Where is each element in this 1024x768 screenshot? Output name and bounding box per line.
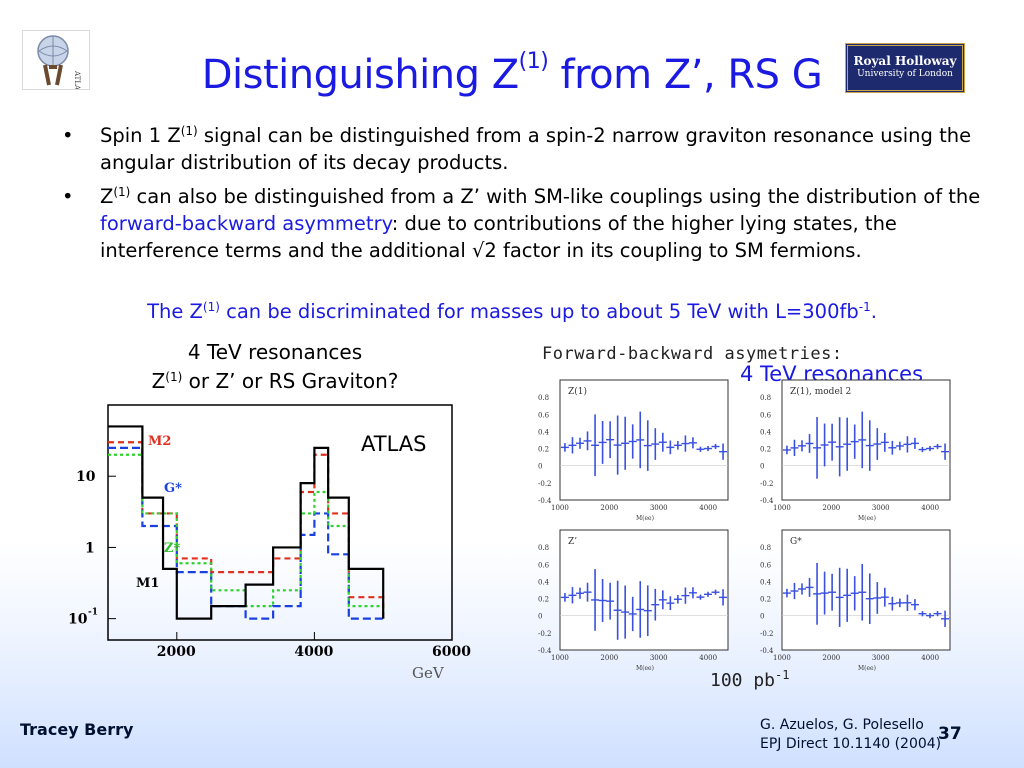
panel-x-tick: 4000 [699,654,717,662]
panel-y-tick: 0.6 [538,561,550,569]
panel-x-tick: 3000 [650,654,668,662]
bullet-item: • Spin 1 Z(1) signal can be distinguishe… [62,124,972,174]
footer-author: Tracey Berry [20,720,134,739]
panel-y-tick: 0.8 [538,394,549,402]
series-line-m2 [108,441,385,619]
panel-x-tick: 3000 [650,504,668,512]
series-line-gstar [108,446,384,620]
panel-y-tick: -0.4 [760,647,774,655]
panel-y-tick: 0.4 [538,578,550,586]
panel-x-label: M(ee) [636,515,654,522]
x-tick-label: 2000 [157,644,196,660]
panel-y-tick: 0 [538,613,542,621]
bullet-item: • Z(1) can also be distinguished from a … [62,185,981,262]
panel-x-tick: 4000 [921,654,939,662]
panel-y-tick: 0 [760,613,764,621]
slide-number: 37 [938,724,962,744]
panel-series-name: Z(1) [568,386,587,397]
legend-zstar: Z* [164,541,180,556]
bullet-list: • Spin 1 Z(1) signal can be distinguishe… [60,122,1010,271]
panel-y-tick: 0.8 [760,394,771,402]
y-tick-exponent: -1 [88,608,98,618]
bullet-dot-icon: • [62,124,74,147]
x-tick-label: 6000 [432,644,471,660]
panel-y-tick: -0.4 [538,647,552,655]
panel-x-tick: 3000 [872,504,890,512]
fb-asymmetry-highlight: forward-backward asymmetry [100,212,392,235]
footer-reference: G. Azuelos, G. Polesello EPJ Direct 10.1… [760,717,942,752]
panel-x-label: M(ee) [636,665,654,672]
panel-x-tick: 2000 [600,654,618,662]
legend-gstar: G* [164,481,182,496]
panel-y-tick: -0.2 [760,480,774,488]
panel-y-tick: 0.2 [760,596,771,604]
atlas-logo: ATLAS [22,30,90,95]
y-tick-label: 1 [85,540,95,556]
panel-y-tick: -0.4 [538,497,552,505]
panel-frame [559,529,729,651]
panel-x-tick: 2000 [822,504,840,512]
panel-y-tick: 0.6 [538,411,550,419]
panel-y-tick: -0.2 [538,480,552,488]
royal-holloway-logo: Royal Holloway University of London [845,43,965,93]
panel-x-tick: 1000 [773,654,791,662]
panel-y-tick: 0.8 [760,544,771,552]
slide-title: Distinguishing Z(1) from Z’, RS G [201,49,823,99]
panel-y-tick: 0.2 [760,446,771,454]
left-figure-caption: 4 TeV resonances Z(1) or Z’ or RS Gravit… [151,340,399,393]
rh-logo-line2: University of London [857,69,953,79]
x-axis-label: GeV [412,664,445,682]
panel-x-label: M(ee) [858,665,876,672]
panel-y-tick: 0.6 [760,561,772,569]
panel-x-tick: 1000 [773,504,791,512]
panel-x-tick: 3000 [872,654,890,662]
legend-m1: M1 [136,576,159,591]
panel-x-tick: 1000 [551,654,569,662]
panel-series-name: G* [790,537,802,547]
panel-y-tick: 0.6 [760,411,772,419]
series-line-m1 [108,425,385,620]
panel-frame [781,529,951,651]
fb-asymmetry-title: Forward-backward asymetries: [542,344,843,364]
panel-y-tick: 0.2 [538,596,549,604]
panel-y-tick: -0.2 [760,630,774,638]
atlas-label: ATLAS [361,432,427,456]
panel-y-tick: 0.8 [538,544,549,552]
y-tick-label: 10 [76,469,96,485]
panel-x-tick: 4000 [921,504,939,512]
panel-x-label: M(ee) [858,515,876,522]
panel-series-name: Z(1), model 2 [790,386,851,397]
rh-logo-line1: Royal Holloway [853,54,957,68]
panel-y-tick: -0.4 [760,497,774,505]
panel-y-tick: -0.2 [538,630,552,638]
panel-y-tick: 0 [760,463,764,471]
panel-x-tick: 2000 [822,654,840,662]
legend-m2: M2 [148,434,171,449]
panel-x-tick: 2000 [600,504,618,512]
x-tick-label: 4000 [294,644,333,660]
conclusion-text: The Z(1) can be discriminated for masses… [147,300,877,323]
luminosity-label: 100 pb-1 [710,668,790,691]
svg-text:ATLAS: ATLAS [73,70,81,89]
panel-y-tick: 0.4 [760,578,772,586]
y-tick-label: 10 [68,612,88,628]
series-line-zstar [108,453,385,619]
atlas-figure-icon: ATLAS [37,35,81,95]
panel-series-name: Z’ [568,537,577,547]
panel-y-tick: 0 [538,463,542,471]
panel-y-tick: 0.2 [538,446,549,454]
panel-x-tick: 1000 [551,504,569,512]
panel-y-tick: 0.4 [760,428,772,436]
bullet-dot-icon: • [62,185,74,208]
panel-x-tick: 4000 [699,504,717,512]
panel-y-tick: 0.4 [538,428,550,436]
plot-frame [107,404,453,641]
